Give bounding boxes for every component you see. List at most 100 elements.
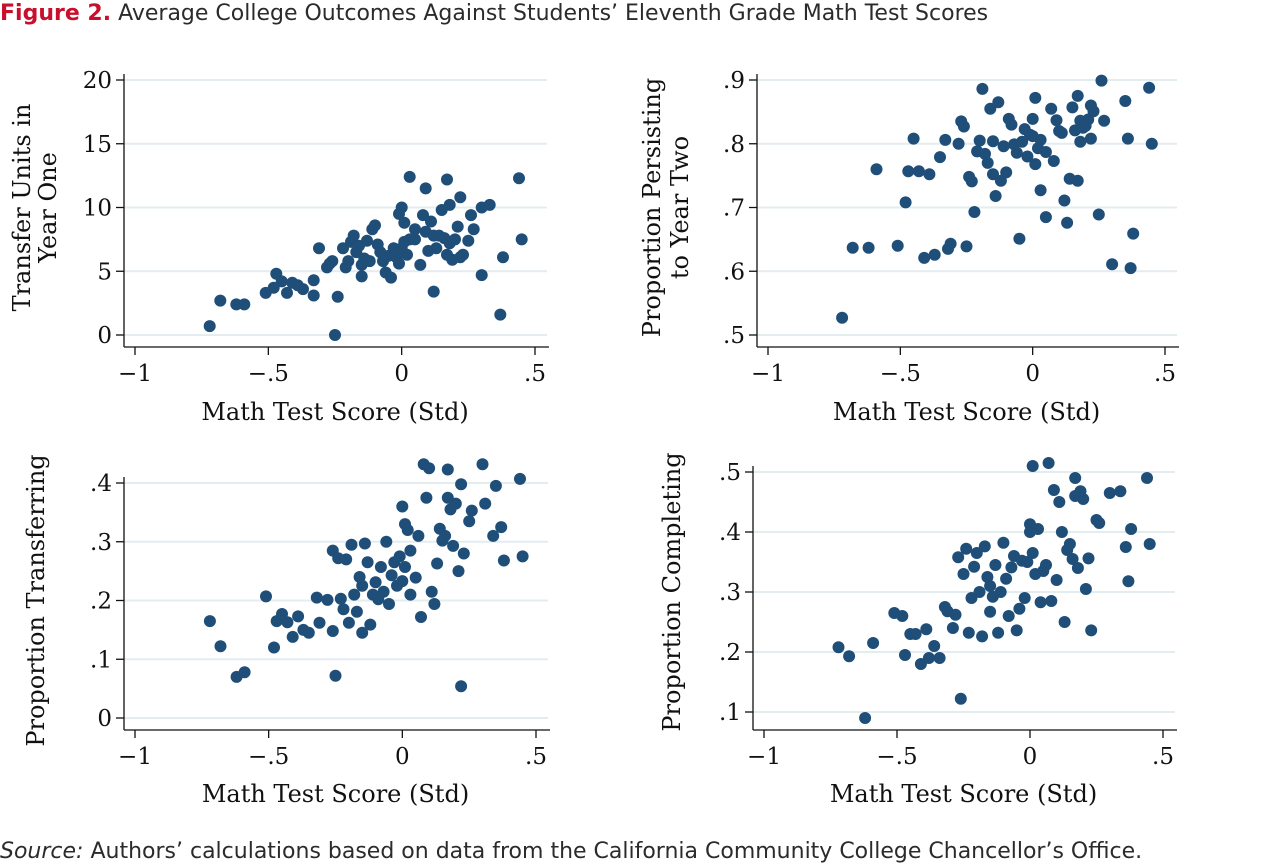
scatter-point: [374, 561, 387, 573]
scatter-point: [1047, 484, 1060, 496]
scatter-point: [1071, 89, 1084, 102]
scatter-point: [1119, 541, 1132, 553]
scatter-point: [425, 215, 437, 228]
scatter-point: [203, 320, 216, 333]
scatter-point: [1029, 158, 1042, 171]
scatter-point: [326, 625, 339, 637]
scatter-point: [1084, 132, 1097, 145]
y-tick-label: .2: [719, 640, 741, 666]
scatter-point: [1002, 610, 1015, 622]
scatter-point: [1034, 596, 1047, 609]
scatter-point: [922, 652, 935, 664]
x-tick-label: .5: [1152, 744, 1174, 770]
scatter-point: [1016, 135, 1029, 148]
x-tick-label: 0: [395, 744, 410, 770]
scatter-point: [425, 585, 438, 598]
x-tick-label: 0: [1023, 744, 1038, 770]
scatter-point: [976, 82, 989, 95]
y-tick-label: 0: [97, 323, 112, 349]
scatter-point: [939, 133, 952, 146]
scatter-point: [401, 524, 414, 536]
scatter-point: [978, 540, 991, 553]
scatter-point: [451, 220, 464, 233]
scatter-point: [380, 535, 393, 548]
y-tick-label: 15: [83, 132, 112, 158]
scatter-point: [356, 579, 369, 592]
scatter-point: [331, 290, 344, 303]
scatter-point: [1085, 624, 1098, 637]
scatter-point: [412, 529, 425, 542]
scatter-point: [513, 172, 525, 185]
x-tick-label: −1: [751, 361, 785, 387]
scatter-point: [952, 551, 965, 564]
x-tick-label: 0: [1025, 361, 1040, 387]
scatter-point: [281, 616, 294, 629]
scatter-point: [1039, 146, 1052, 158]
x-axis-title: Math Test Score (Std): [201, 398, 468, 426]
scatter-point: [1079, 583, 1092, 595]
y-tick-label: .8: [723, 132, 745, 158]
scatter-point: [1050, 114, 1063, 127]
scatter-point: [846, 241, 859, 254]
scatter-point: [463, 515, 476, 528]
scatter-panel-1: 0 5 10 15 20 −1 −.5 0 .5 Math Test Score (Std) Tra…: [8, 68, 549, 426]
scatter-point: [449, 233, 461, 246]
scatter-point: [420, 491, 433, 504]
scatter-point: [1092, 208, 1105, 221]
scatter-point: [401, 248, 413, 261]
y-tick-label: .4: [90, 471, 112, 497]
scatter-point: [409, 571, 422, 584]
y-axis-title-line-1: Proportion Completing: [658, 452, 686, 731]
scatter-point: [449, 497, 462, 510]
y-tick-label: .9: [723, 68, 745, 94]
scatter-point: [495, 521, 508, 534]
scatter-point: [1069, 472, 1082, 484]
scatter-point: [909, 628, 922, 640]
y-tick-label: 0: [97, 706, 112, 732]
scatter-point: [415, 611, 427, 623]
scatter-point: [1000, 166, 1013, 179]
scatter-point: [361, 234, 373, 247]
scatter-point: [1042, 457, 1055, 469]
scatter-point: [1074, 135, 1087, 148]
scatter-point: [987, 135, 999, 148]
scatter-point: [334, 592, 347, 605]
y-tick-label: .3: [90, 530, 112, 556]
scatter-point: [297, 283, 309, 296]
scatter-point: [457, 547, 470, 560]
scatter-point: [430, 242, 443, 255]
source-label: Source:: [0, 839, 84, 864]
scatter-point: [1106, 258, 1119, 271]
scatter-point: [1124, 262, 1137, 275]
scatter-point: [954, 692, 967, 705]
scatter-point: [968, 206, 981, 218]
scatter-point: [268, 641, 280, 654]
y-tick-label: .3: [719, 580, 741, 606]
scatter-point: [302, 626, 315, 639]
scatter-point: [1029, 91, 1042, 104]
scatter-point: [1122, 575, 1135, 588]
scatter-point: [1013, 232, 1026, 245]
scatter-point: [423, 462, 436, 475]
scatter-point: [364, 618, 377, 631]
scatter-point: [489, 479, 502, 492]
scatter-point: [465, 209, 477, 222]
scatter-point: [286, 630, 299, 643]
scatter-point: [1127, 227, 1140, 240]
scatter-point: [385, 569, 398, 582]
y-axis-title-line-1: Transfer Units in: [8, 104, 36, 312]
figure-title: Figure 2. Average College Outcomes Again…: [0, 0, 1280, 30]
scatter-point: [992, 96, 1005, 109]
scatter-point: [396, 500, 409, 513]
scatter-point: [923, 168, 936, 181]
scatter-point: [1055, 526, 1068, 538]
scatter-point: [447, 539, 460, 552]
scatter-point: [443, 198, 456, 211]
scatter-point: [1066, 101, 1079, 114]
scatter-point: [1013, 602, 1026, 615]
scatter-point: [383, 598, 395, 610]
scatter-point: [396, 575, 409, 588]
scatter-point: [260, 590, 272, 603]
scatter-point: [292, 610, 305, 623]
